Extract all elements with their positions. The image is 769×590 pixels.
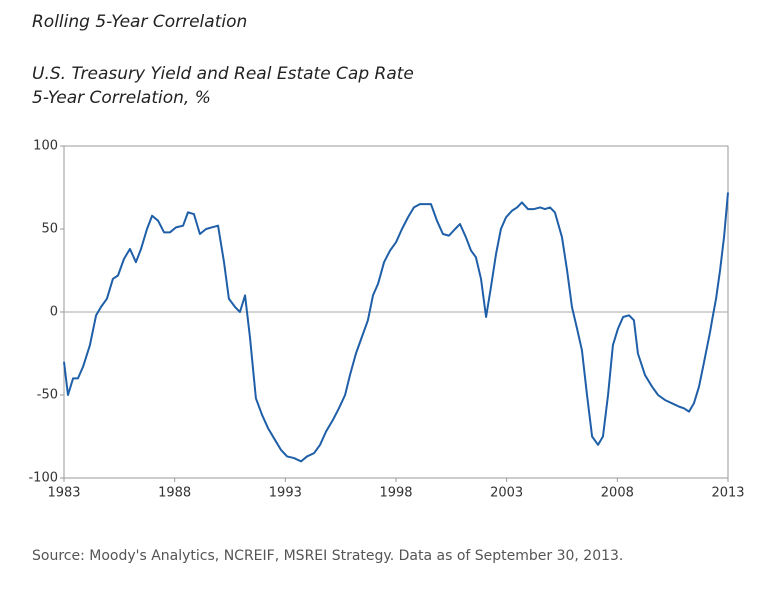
- source-note: Source: Moody's Analytics, NCREIF, MSREI…: [32, 548, 623, 564]
- x-tick-label: 2003: [490, 486, 523, 501]
- y-tick-label: -50: [37, 388, 58, 403]
- x-tick-label: 1993: [269, 486, 302, 501]
- x-tick-label: 2013: [711, 486, 744, 501]
- y-tick-label: 50: [41, 222, 58, 237]
- chart-title: Rolling 5-Year Correlation: [32, 12, 247, 32]
- x-tick-label: 2008: [601, 486, 634, 501]
- y-tick-label: 100: [33, 139, 58, 154]
- y-tick-label: -100: [28, 471, 58, 486]
- x-tick-label: 1998: [379, 486, 412, 501]
- chart-subtitle: 5-Year Correlation, %: [32, 88, 211, 108]
- y-tick-label: 0: [50, 305, 58, 320]
- chart-subtitle: U.S. Treasury Yield and Real Estate Cap …: [32, 64, 414, 84]
- x-tick-label: 1988: [158, 486, 191, 501]
- x-tick-label: 1983: [47, 486, 80, 501]
- data-line: [63, 192, 729, 463]
